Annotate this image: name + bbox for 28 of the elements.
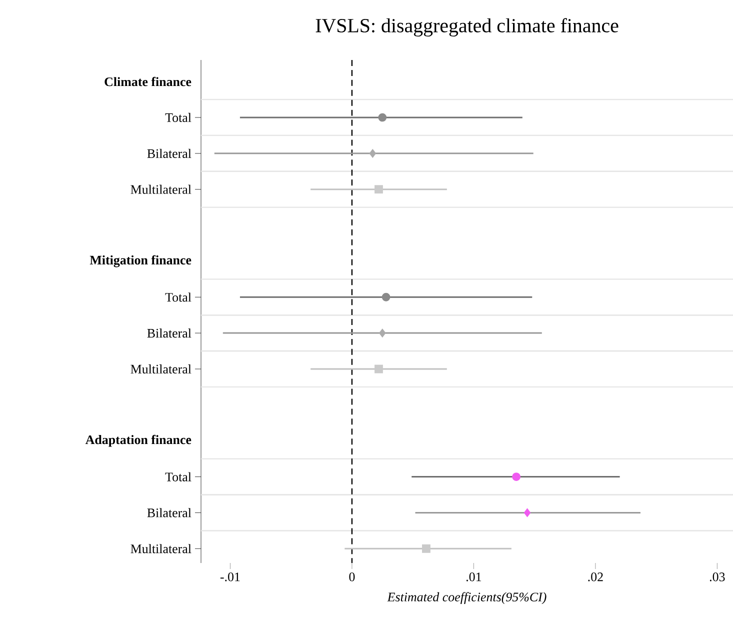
- x-tick-label: .01: [466, 572, 482, 582]
- x-axis-title: Estimated coefficients(95%CI): [387, 592, 546, 604]
- y-tick-label: Mitigation finance: [90, 255, 192, 268]
- x-tick-label: .03: [710, 572, 725, 582]
- y-tick-label: Multilateral: [130, 364, 192, 374]
- y-tick-label: Multilateral: [130, 544, 192, 554]
- y-tick-label: Climate finance: [104, 76, 192, 86]
- y-tick-label: Adaptation finance: [85, 434, 192, 447]
- y-tick-label: Bilateral: [147, 328, 192, 338]
- point: [374, 185, 383, 194]
- y-tick-label: Total: [165, 112, 192, 122]
- y-tick-label: Multilateral: [130, 184, 192, 194]
- chart-title: IVSLS: disaggregated climate finance: [316, 18, 618, 36]
- y-tick-label: Bilateral: [147, 148, 192, 158]
- point: [512, 472, 521, 481]
- y-tick-label: Total: [165, 472, 192, 482]
- point: [374, 364, 383, 374]
- point: [524, 508, 531, 517]
- point: [379, 328, 386, 338]
- y-tick-label: Bilateral: [147, 508, 192, 518]
- x-tick-label: -.01: [220, 572, 240, 582]
- x-tick-label: .02: [588, 572, 603, 582]
- y-tick-label: Total: [165, 292, 192, 302]
- x-tick-label: 0: [349, 572, 355, 582]
- point: [382, 292, 390, 302]
- point: [422, 544, 430, 553]
- point: [378, 113, 387, 122]
- point: [369, 149, 376, 158]
